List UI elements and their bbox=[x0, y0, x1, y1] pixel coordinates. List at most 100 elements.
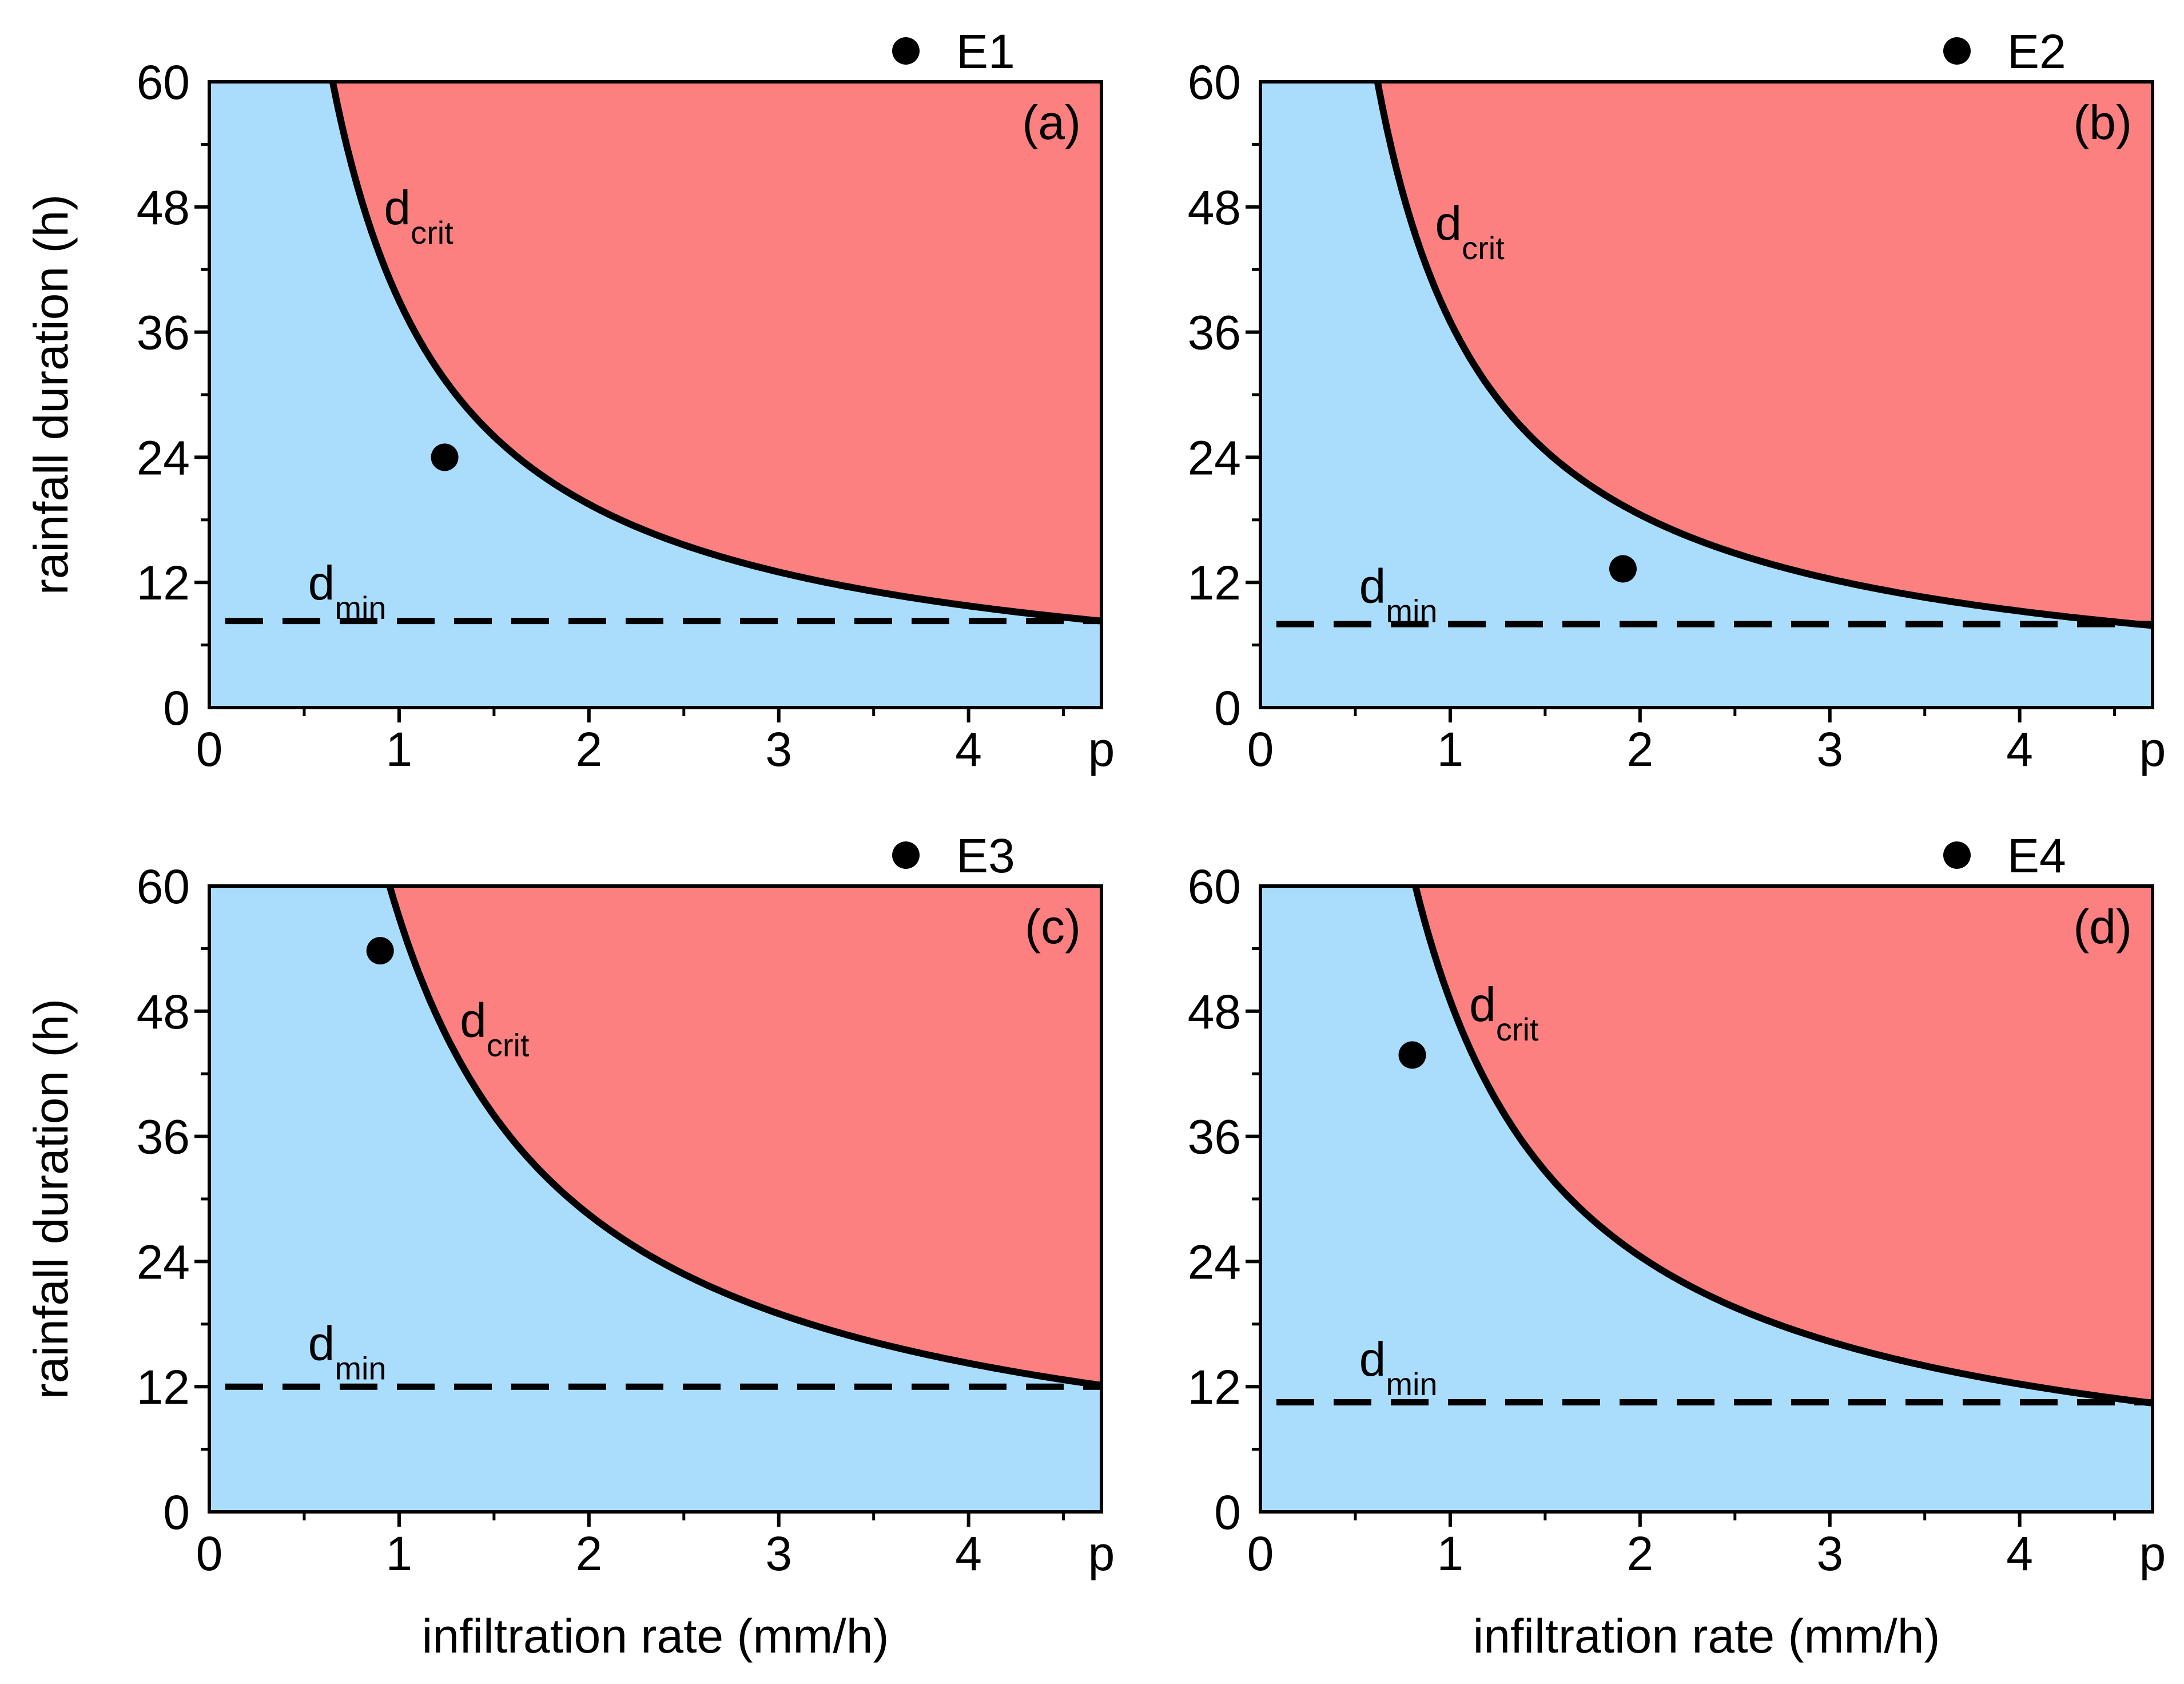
d-crit-label-main: d bbox=[384, 181, 411, 235]
x-tick-label: 1 bbox=[386, 722, 413, 776]
legend-label: E3 bbox=[956, 829, 1015, 883]
panel-label: (c) bbox=[1025, 900, 1081, 954]
d-crit-curve bbox=[1412, 886, 2153, 1407]
y-tick-label: 48 bbox=[137, 181, 190, 235]
y-tick-label: 36 bbox=[1188, 1110, 1241, 1164]
legend-marker bbox=[1943, 841, 1971, 869]
y-tick-label: 12 bbox=[1188, 556, 1241, 610]
x-tick-label: 4 bbox=[955, 1527, 982, 1580]
y-tick-label: 24 bbox=[137, 1235, 190, 1289]
y-tick-label: 48 bbox=[1188, 985, 1241, 1039]
failure-region bbox=[332, 82, 1101, 621]
x-axis-title: infiltration rate (mm/h) bbox=[1473, 1609, 1940, 1663]
x-tick-label: 2 bbox=[1626, 722, 1653, 776]
event-point bbox=[431, 443, 459, 471]
x-tick-label: 4 bbox=[2006, 1527, 2033, 1580]
y-tick-label: 48 bbox=[137, 985, 190, 1039]
x-tick-label: 2 bbox=[575, 1527, 602, 1580]
d-crit-label: dcrit bbox=[460, 993, 530, 1063]
y-tick-label: 0 bbox=[1214, 681, 1241, 735]
y-tick-label: 12 bbox=[1188, 1360, 1241, 1414]
y-tick-label: 24 bbox=[1188, 1235, 1241, 1289]
panel-4: 0 1 2 3 4 p01224364860(d)E4dcritdmininfiltrat… bbox=[1188, 829, 2166, 1663]
d-min-label: dmin bbox=[308, 556, 387, 626]
x-tick-label: p bbox=[1088, 1527, 1115, 1580]
x-tick-label: 3 bbox=[765, 1527, 792, 1580]
panel-label: (d) bbox=[2073, 900, 2132, 954]
x-tick-label: 1 bbox=[386, 1527, 413, 1580]
panel-label: (a) bbox=[1022, 96, 1081, 149]
legend-marker bbox=[892, 841, 920, 869]
x-tick-label: 1 bbox=[1437, 1527, 1464, 1580]
y-tick-label: 12 bbox=[137, 1360, 190, 1414]
d-min-label-sub: min bbox=[1386, 593, 1437, 629]
d-crit-label-sub: crit bbox=[1462, 230, 1505, 266]
x-tick-label: 2 bbox=[1626, 1527, 1653, 1580]
d-min-label-main: d bbox=[308, 556, 335, 610]
y-tick-label: 36 bbox=[137, 1110, 190, 1164]
x-tick-label: p bbox=[2139, 1527, 2166, 1580]
x-tick-label: 2 bbox=[575, 722, 602, 776]
d-min-label-sub: min bbox=[335, 1351, 386, 1387]
x-tick-label: 4 bbox=[2006, 722, 2033, 776]
d-crit-curve bbox=[1374, 82, 2153, 629]
y-tick-label: 12 bbox=[137, 556, 190, 610]
x-tick-label: 0 bbox=[1247, 1527, 1274, 1580]
panel-label: (b) bbox=[2073, 96, 2132, 149]
legend-label: E4 bbox=[2007, 829, 2066, 883]
y-tick-label: 60 bbox=[1188, 860, 1241, 914]
d-crit-label-sub: crit bbox=[1496, 1011, 1539, 1047]
d-crit-label: dcrit bbox=[1469, 978, 1539, 1047]
y-tick-label: 24 bbox=[137, 431, 190, 484]
d-crit-label-sub: crit bbox=[411, 215, 453, 251]
d-min-label-main: d bbox=[308, 1317, 335, 1371]
x-axis-title: infiltration rate (mm/h) bbox=[422, 1609, 889, 1663]
d-min-label-sub: min bbox=[335, 590, 386, 626]
y-tick-label: 48 bbox=[1188, 181, 1241, 235]
d-crit-curve bbox=[386, 886, 1101, 1389]
y-tick-label: 0 bbox=[163, 1486, 190, 1539]
d-min-label-main: d bbox=[1359, 1332, 1386, 1386]
x-tick-label: 0 bbox=[1247, 722, 1274, 776]
d-crit-label-sub: crit bbox=[487, 1027, 530, 1063]
d-min-label-main: d bbox=[1359, 559, 1386, 613]
y-tick-label: 24 bbox=[1188, 431, 1241, 484]
x-tick-label: 3 bbox=[1816, 1527, 1843, 1580]
d-crit-label-main: d bbox=[1469, 978, 1496, 1031]
x-tick-label: 1 bbox=[1437, 722, 1464, 776]
y-tick-label: 0 bbox=[1214, 1486, 1241, 1539]
d-crit-label: dcrit bbox=[384, 181, 453, 251]
y-tick-label: 60 bbox=[137, 860, 190, 914]
y-axis-title: rainfall duration (h) bbox=[24, 194, 78, 595]
failure-region bbox=[1377, 82, 2153, 626]
y-tick-label: 60 bbox=[137, 55, 190, 109]
d-crit-curve bbox=[329, 82, 1101, 625]
event-point bbox=[1398, 1041, 1426, 1069]
event-point bbox=[366, 937, 394, 965]
legend-label: E1 bbox=[956, 25, 1015, 78]
legend-label: E2 bbox=[2007, 25, 2066, 78]
d-crit-label-main: d bbox=[460, 993, 487, 1047]
x-tick-label: 3 bbox=[765, 722, 792, 776]
y-axis-title: rainfall duration (h) bbox=[24, 999, 78, 1399]
y-tick-label: 36 bbox=[137, 306, 190, 360]
y-tick-label: 36 bbox=[1188, 306, 1241, 360]
legend-marker bbox=[892, 37, 920, 65]
failure-region bbox=[389, 886, 1101, 1385]
d-min-label: dmin bbox=[308, 1317, 387, 1387]
x-tick-label: 0 bbox=[196, 722, 223, 776]
d-min-label: dmin bbox=[1359, 1332, 1438, 1402]
x-tick-label: p bbox=[2139, 722, 2166, 776]
y-tick-label: 0 bbox=[163, 681, 190, 735]
event-point bbox=[1609, 555, 1637, 583]
d-min-label-sub: min bbox=[1386, 1366, 1437, 1402]
x-tick-label: 4 bbox=[955, 722, 982, 776]
x-tick-label: p bbox=[1088, 722, 1115, 776]
y-tick-label: 60 bbox=[1188, 55, 1241, 109]
panel-1: 0 1 2 3 4 p01224364860(a)E1dcritdminrainfall … bbox=[24, 25, 1115, 776]
x-tick-label: 0 bbox=[196, 1527, 223, 1580]
d-crit-label: dcrit bbox=[1435, 196, 1505, 266]
x-tick-label: 3 bbox=[1816, 722, 1843, 776]
